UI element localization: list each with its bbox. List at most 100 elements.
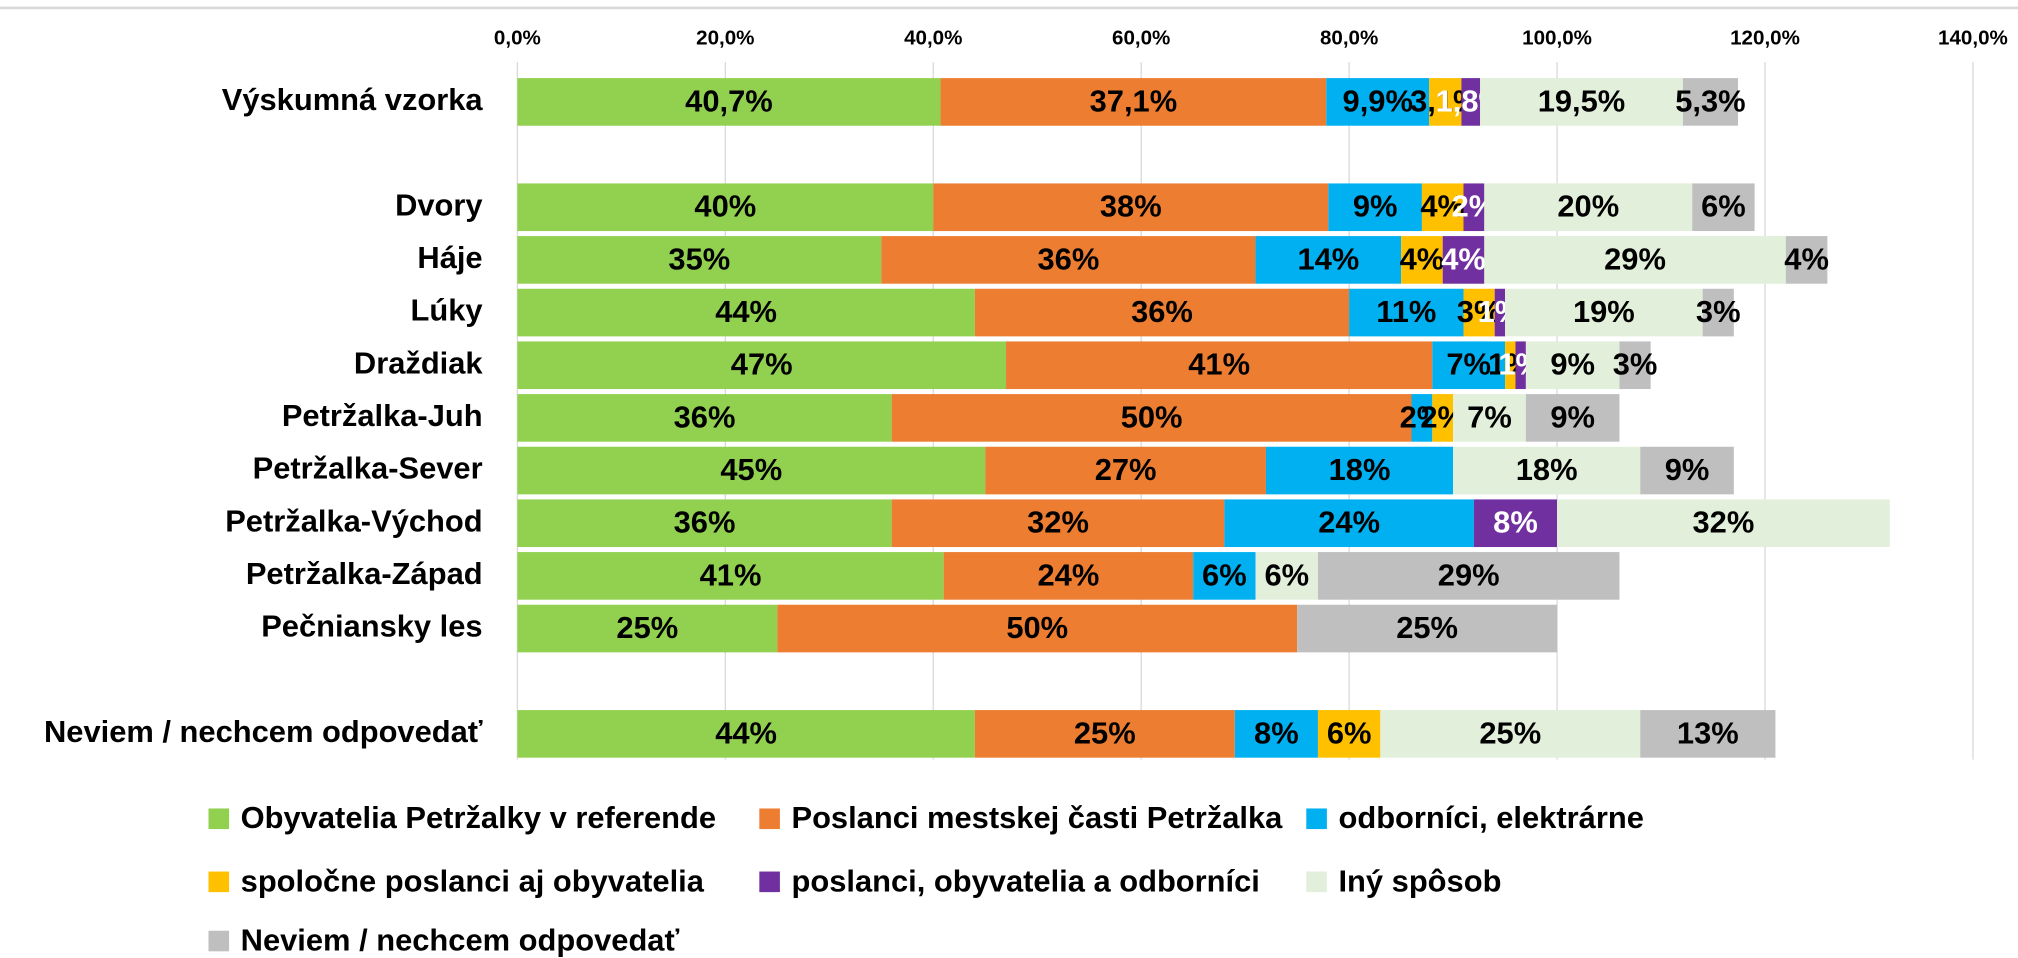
bar-segment	[1224, 499, 1474, 548]
data-label: 25%	[1074, 715, 1136, 750]
category-label: Dvory	[395, 187, 483, 222]
data-label: 7%	[1467, 399, 1512, 434]
bar-segment	[1411, 394, 1433, 442]
data-label: 36%	[674, 399, 736, 434]
data-label: 24%	[1318, 505, 1380, 540]
bar-segment	[1401, 236, 1443, 284]
bar-segment	[517, 552, 944, 600]
category-label: Petržalka-Juh	[282, 398, 483, 433]
category-label: Neviem / nechcem odpovedať	[44, 714, 483, 749]
bar-segment	[1525, 394, 1620, 442]
legend-label: Iný spôsob	[1338, 863, 1501, 898]
data-label: 24%	[1038, 557, 1100, 592]
bar-segment	[1463, 183, 1485, 232]
bar-segment	[777, 604, 1298, 653]
bar-segment	[1193, 552, 1256, 600]
category-label: Lúky	[411, 293, 483, 328]
category-label: Petržalka-Východ	[225, 503, 482, 538]
bar-segment	[1515, 341, 1526, 390]
data-label: 36%	[674, 505, 736, 540]
bar-segment	[985, 446, 1266, 495]
legend-swatch	[759, 871, 780, 893]
bar-segment	[1484, 183, 1693, 232]
data-label: 27%	[1095, 452, 1157, 487]
bar-segment	[1429, 78, 1462, 126]
x-tick-label: 120,0%	[1730, 26, 1800, 49]
bar-segment	[974, 288, 1350, 337]
bar-segment	[1255, 236, 1402, 284]
legend-swatch	[208, 871, 230, 893]
data-label: 19,5%	[1538, 83, 1626, 118]
data-label: 13%	[1677, 715, 1739, 750]
data-label: 4%	[1400, 241, 1445, 276]
bar-segment	[891, 394, 1412, 442]
category-label: Petržalka-Sever	[253, 451, 483, 486]
data-label: 6%	[1701, 189, 1746, 224]
data-label: 6%	[1202, 557, 1247, 592]
bar-segment	[1682, 78, 1738, 126]
bar-segment	[1234, 710, 1318, 758]
bar-segment	[1461, 78, 1481, 126]
bar-segment	[1380, 710, 1641, 758]
category-label: Výskumná vzorka	[222, 82, 484, 117]
bar-segment	[1702, 288, 1734, 337]
category-label: Petržalka-Západ	[246, 556, 483, 591]
bar-segment	[943, 552, 1194, 600]
data-label: 35%	[668, 241, 730, 276]
bar-segment	[517, 710, 975, 758]
bar-segment	[1326, 78, 1430, 126]
data-label: 36%	[1131, 294, 1193, 329]
bar-segment	[1484, 236, 1786, 284]
data-label: 25%	[1479, 715, 1541, 750]
bar-segment	[940, 78, 1327, 126]
data-label: 44%	[715, 715, 777, 750]
bar-segment	[1505, 341, 1516, 390]
data-label: 4%	[1420, 189, 1465, 224]
data-label: 9%	[1665, 452, 1710, 487]
data-label: 14%	[1297, 241, 1359, 276]
bar-segment	[1328, 183, 1422, 232]
bar-segment	[1785, 236, 1828, 284]
bar-segment	[517, 394, 892, 442]
data-label: 44%	[715, 294, 777, 329]
data-label: 29%	[1604, 241, 1666, 276]
data-label: 45%	[720, 452, 782, 487]
data-label: 19%	[1573, 294, 1635, 329]
bar-segment	[517, 288, 975, 337]
x-tick-label: 0,0%	[494, 26, 541, 49]
bar-segment	[1317, 552, 1620, 600]
bar-segment	[1255, 552, 1318, 600]
data-label: 5,3%	[1675, 83, 1745, 118]
bar-segment	[1473, 499, 1558, 548]
bar-segment	[517, 499, 892, 548]
data-label: 4%	[1784, 241, 1829, 276]
legend-swatch	[208, 930, 230, 952]
bar-segment	[891, 499, 1225, 548]
data-label: 40%	[694, 189, 756, 224]
data-label: 20%	[1557, 189, 1619, 224]
category-label: Háje	[417, 240, 482, 275]
data-label: 6%	[1264, 557, 1309, 592]
legend-label: odborníci, elektrárne	[1338, 800, 1643, 835]
data-label: 25%	[616, 610, 678, 645]
bar-segment	[517, 446, 986, 495]
bar-segment	[1505, 288, 1703, 337]
bar-segment	[1494, 288, 1506, 337]
data-label: 9%	[1550, 347, 1595, 382]
legend-label: Poslanci mestskej časti Petržalka	[791, 800, 1283, 835]
bar-segment	[1453, 446, 1641, 495]
data-label: 3%	[1457, 294, 1502, 329]
bar-segment	[933, 183, 1329, 232]
data-label: 3%	[1696, 294, 1741, 329]
bar-segment	[1442, 236, 1485, 284]
category-label: Draždiak	[354, 345, 484, 380]
bar-segment	[881, 236, 1256, 284]
data-label: 41%	[700, 557, 762, 592]
bar-segment	[1640, 710, 1776, 758]
bar-segment	[1265, 446, 1454, 495]
bar-segment	[1349, 288, 1464, 337]
bar-segment	[517, 183, 934, 232]
data-label: 25%	[1396, 610, 1458, 645]
bar-segment	[1692, 183, 1755, 232]
